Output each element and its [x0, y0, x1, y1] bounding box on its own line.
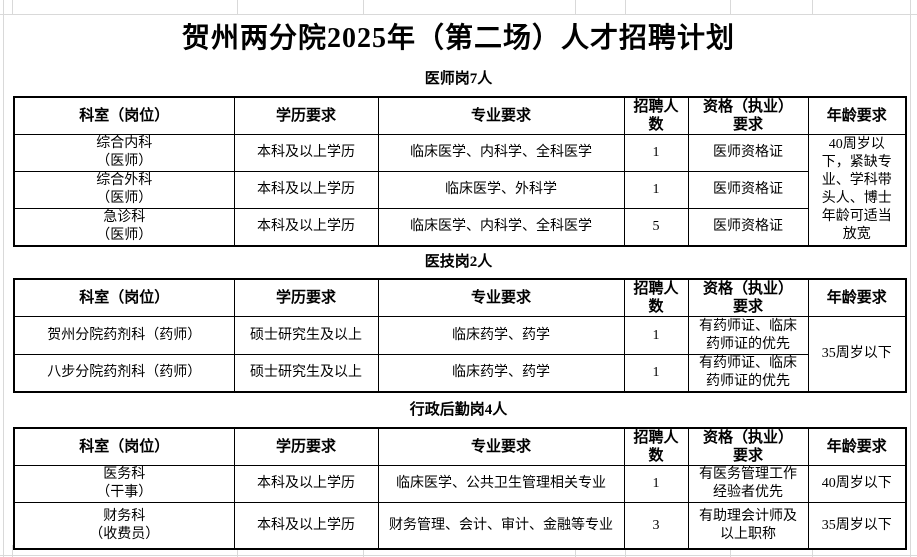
gridline: [625, 0, 626, 14]
cell-qual: 医师资格证: [687, 134, 809, 172]
table-header-row: 科室（岗位） 学历要求 专业要求 招聘人 数 资格（执业） 要求 年龄要求: [13, 96, 907, 135]
gridline: [237, 545, 238, 557]
col-header-major: 专业要求: [377, 96, 625, 135]
cell-dept: 综合内科 （医师）: [13, 134, 235, 172]
cell-age-merged: 35周岁以下: [807, 315, 907, 393]
gridline: [12, 545, 13, 557]
cell-count: 1: [623, 134, 689, 172]
table-row: 医务科 （干事） 本科及以上学历 临床医学、公共卫生管理相关专业 1 有医务管理…: [13, 465, 907, 503]
col-header-age: 年龄要求: [807, 96, 907, 135]
col-header-edu: 学历要求: [233, 96, 379, 135]
cell-dept: 八步分院药剂科（药师）: [13, 353, 235, 393]
section-heading-med-tech: 医技岗2人: [424, 254, 493, 270]
cell-major: 临床药学、药学: [377, 316, 625, 355]
col-header-qual: 资格（执业） 要求: [687, 278, 809, 317]
gridline: [910, 0, 911, 557]
table-header-row: 科室（岗位） 学历要求 专业要求 招聘人 数 资格（执业） 要求 年龄要求: [13, 278, 907, 317]
cell-major: 临床医学、公共卫生管理相关专业: [377, 465, 625, 503]
gridline: [3, 0, 4, 557]
cell-count: 1: [623, 171, 689, 209]
table-row: 综合外科 （医师） 本科及以上学历 临床医学、外科学 1 医师资格证: [13, 171, 906, 209]
cell-edu: 本科及以上学历: [233, 501, 379, 550]
cell-major: 临床医学、内科学、全科医学: [377, 134, 625, 172]
admin-table: 科室（岗位） 学历要求 专业要求 招聘人 数 资格（执业） 要求 年龄要求 医务…: [13, 427, 907, 551]
cell-major: 财务管理、会计、审计、金融等专业: [377, 501, 625, 550]
gridline: [363, 0, 364, 14]
cell-dept: 综合外科 （医师）: [13, 171, 235, 209]
cell-dept: 急诊科 （医师）: [13, 207, 235, 247]
gridline: [237, 0, 238, 14]
cell-dept: 财务科 （收费员）: [13, 501, 235, 550]
gridline: [730, 545, 731, 557]
cell-dept: 医务科 （干事）: [13, 465, 235, 503]
cell-count: 1: [623, 316, 689, 355]
cell-count: 5: [623, 207, 689, 247]
col-header-age: 年龄要求: [807, 278, 907, 317]
col-header-count: 招聘人 数: [623, 427, 689, 466]
section-heading-admin: 行政后勤岗4人: [409, 402, 508, 418]
cell-age: 40周岁以下: [807, 465, 907, 503]
cell-age: 35周岁以下: [807, 501, 907, 550]
cell-qual: 有药师证、临床 药师证的优先: [687, 316, 809, 355]
col-header-edu: 学历要求: [233, 427, 379, 466]
cell-qual: 医师资格证: [687, 171, 809, 209]
cell-qual: 医师资格证: [687, 207, 809, 247]
cell-edu: 硕士研究生及以上: [233, 353, 379, 393]
cell-edu: 本科及以上学历: [233, 465, 379, 503]
table-row: 八步分院药剂科（药师） 硕士研究生及以上 临床药学、药学 1 有药师证、临床 药…: [13, 353, 906, 393]
gridline: [812, 0, 813, 14]
physicians-table: 科室（岗位） 学历要求 专业要求 招聘人 数 资格（执业） 要求 年龄要求 综合…: [13, 96, 907, 247]
table-header-row: 科室（岗位） 学历要求 专业要求 招聘人 数 资格（执业） 要求 年龄要求: [13, 427, 907, 466]
gridline: [0, 14, 917, 15]
cell-major: 临床医学、内科学、全科医学: [377, 207, 625, 247]
col-header-dept: 科室（岗位）: [13, 427, 235, 466]
col-header-age: 年龄要求: [807, 427, 907, 466]
gridline: [575, 0, 576, 14]
cell-edu: 本科及以上学历: [233, 171, 379, 209]
col-header-count: 招聘人 数: [623, 96, 689, 135]
gridline: [730, 0, 731, 14]
cell-count: 1: [623, 465, 689, 503]
cell-age-merged: 40周岁以 下，紧缺专 业、学科带 头人、博士 年龄可适当 放宽: [807, 133, 907, 247]
cell-edu: 硕士研究生及以上: [233, 316, 379, 355]
cell-edu: 本科及以上学历: [233, 207, 379, 247]
col-header-major: 专业要求: [377, 278, 625, 317]
gridline: [575, 545, 576, 557]
table-row: 综合内科 （医师） 本科及以上学历 临床医学、内科学、全科医学 1 医师资格证 …: [13, 133, 907, 247]
table-row: 急诊科 （医师） 本科及以上学历 临床医学、内科学、全科医学 5 医师资格证: [13, 207, 906, 247]
gridline: [12, 0, 13, 14]
col-header-qual: 资格（执业） 要求: [687, 96, 809, 135]
cell-count: 3: [623, 501, 689, 550]
med-tech-table: 科室（岗位） 学历要求 专业要求 招聘人 数 资格（执业） 要求 年龄要求 贺州…: [13, 278, 907, 393]
gridline: [812, 545, 813, 557]
cell-edu: 本科及以上学历: [233, 134, 379, 172]
col-header-edu: 学历要求: [233, 278, 379, 317]
cell-dept: 贺州分院药剂科（药师）: [13, 316, 235, 355]
cell-qual: 有助理会计师及 以上职称: [687, 501, 809, 550]
table-row: 财务科 （收费员） 本科及以上学历 财务管理、会计、审计、金融等专业 3 有助理…: [13, 501, 907, 550]
gridline: [363, 545, 364, 557]
col-header-dept: 科室（岗位）: [13, 278, 235, 317]
cell-count: 1: [623, 353, 689, 393]
section-heading-physicians: 医师岗7人: [424, 70, 493, 87]
page-title: 贺州两分院2025年（第二场）人才招聘计划: [181, 23, 735, 54]
cell-qual: 有医务管理工作 经验者优先: [687, 465, 809, 503]
table-row: 贺州分院药剂科（药师） 硕士研究生及以上 临床药学、药学 1 有药师证、临床 药…: [13, 315, 907, 393]
col-header-major: 专业要求: [377, 427, 625, 466]
cell-major: 临床医学、外科学: [377, 171, 625, 209]
cell-qual: 有药师证、临床 药师证的优先: [687, 353, 809, 393]
gridline: [0, 555, 917, 556]
gridline: [625, 545, 626, 557]
col-header-count: 招聘人 数: [623, 278, 689, 317]
cell-major: 临床药学、药学: [377, 353, 625, 393]
col-header-qual: 资格（执业） 要求: [687, 427, 809, 466]
col-header-dept: 科室（岗位）: [13, 96, 235, 135]
